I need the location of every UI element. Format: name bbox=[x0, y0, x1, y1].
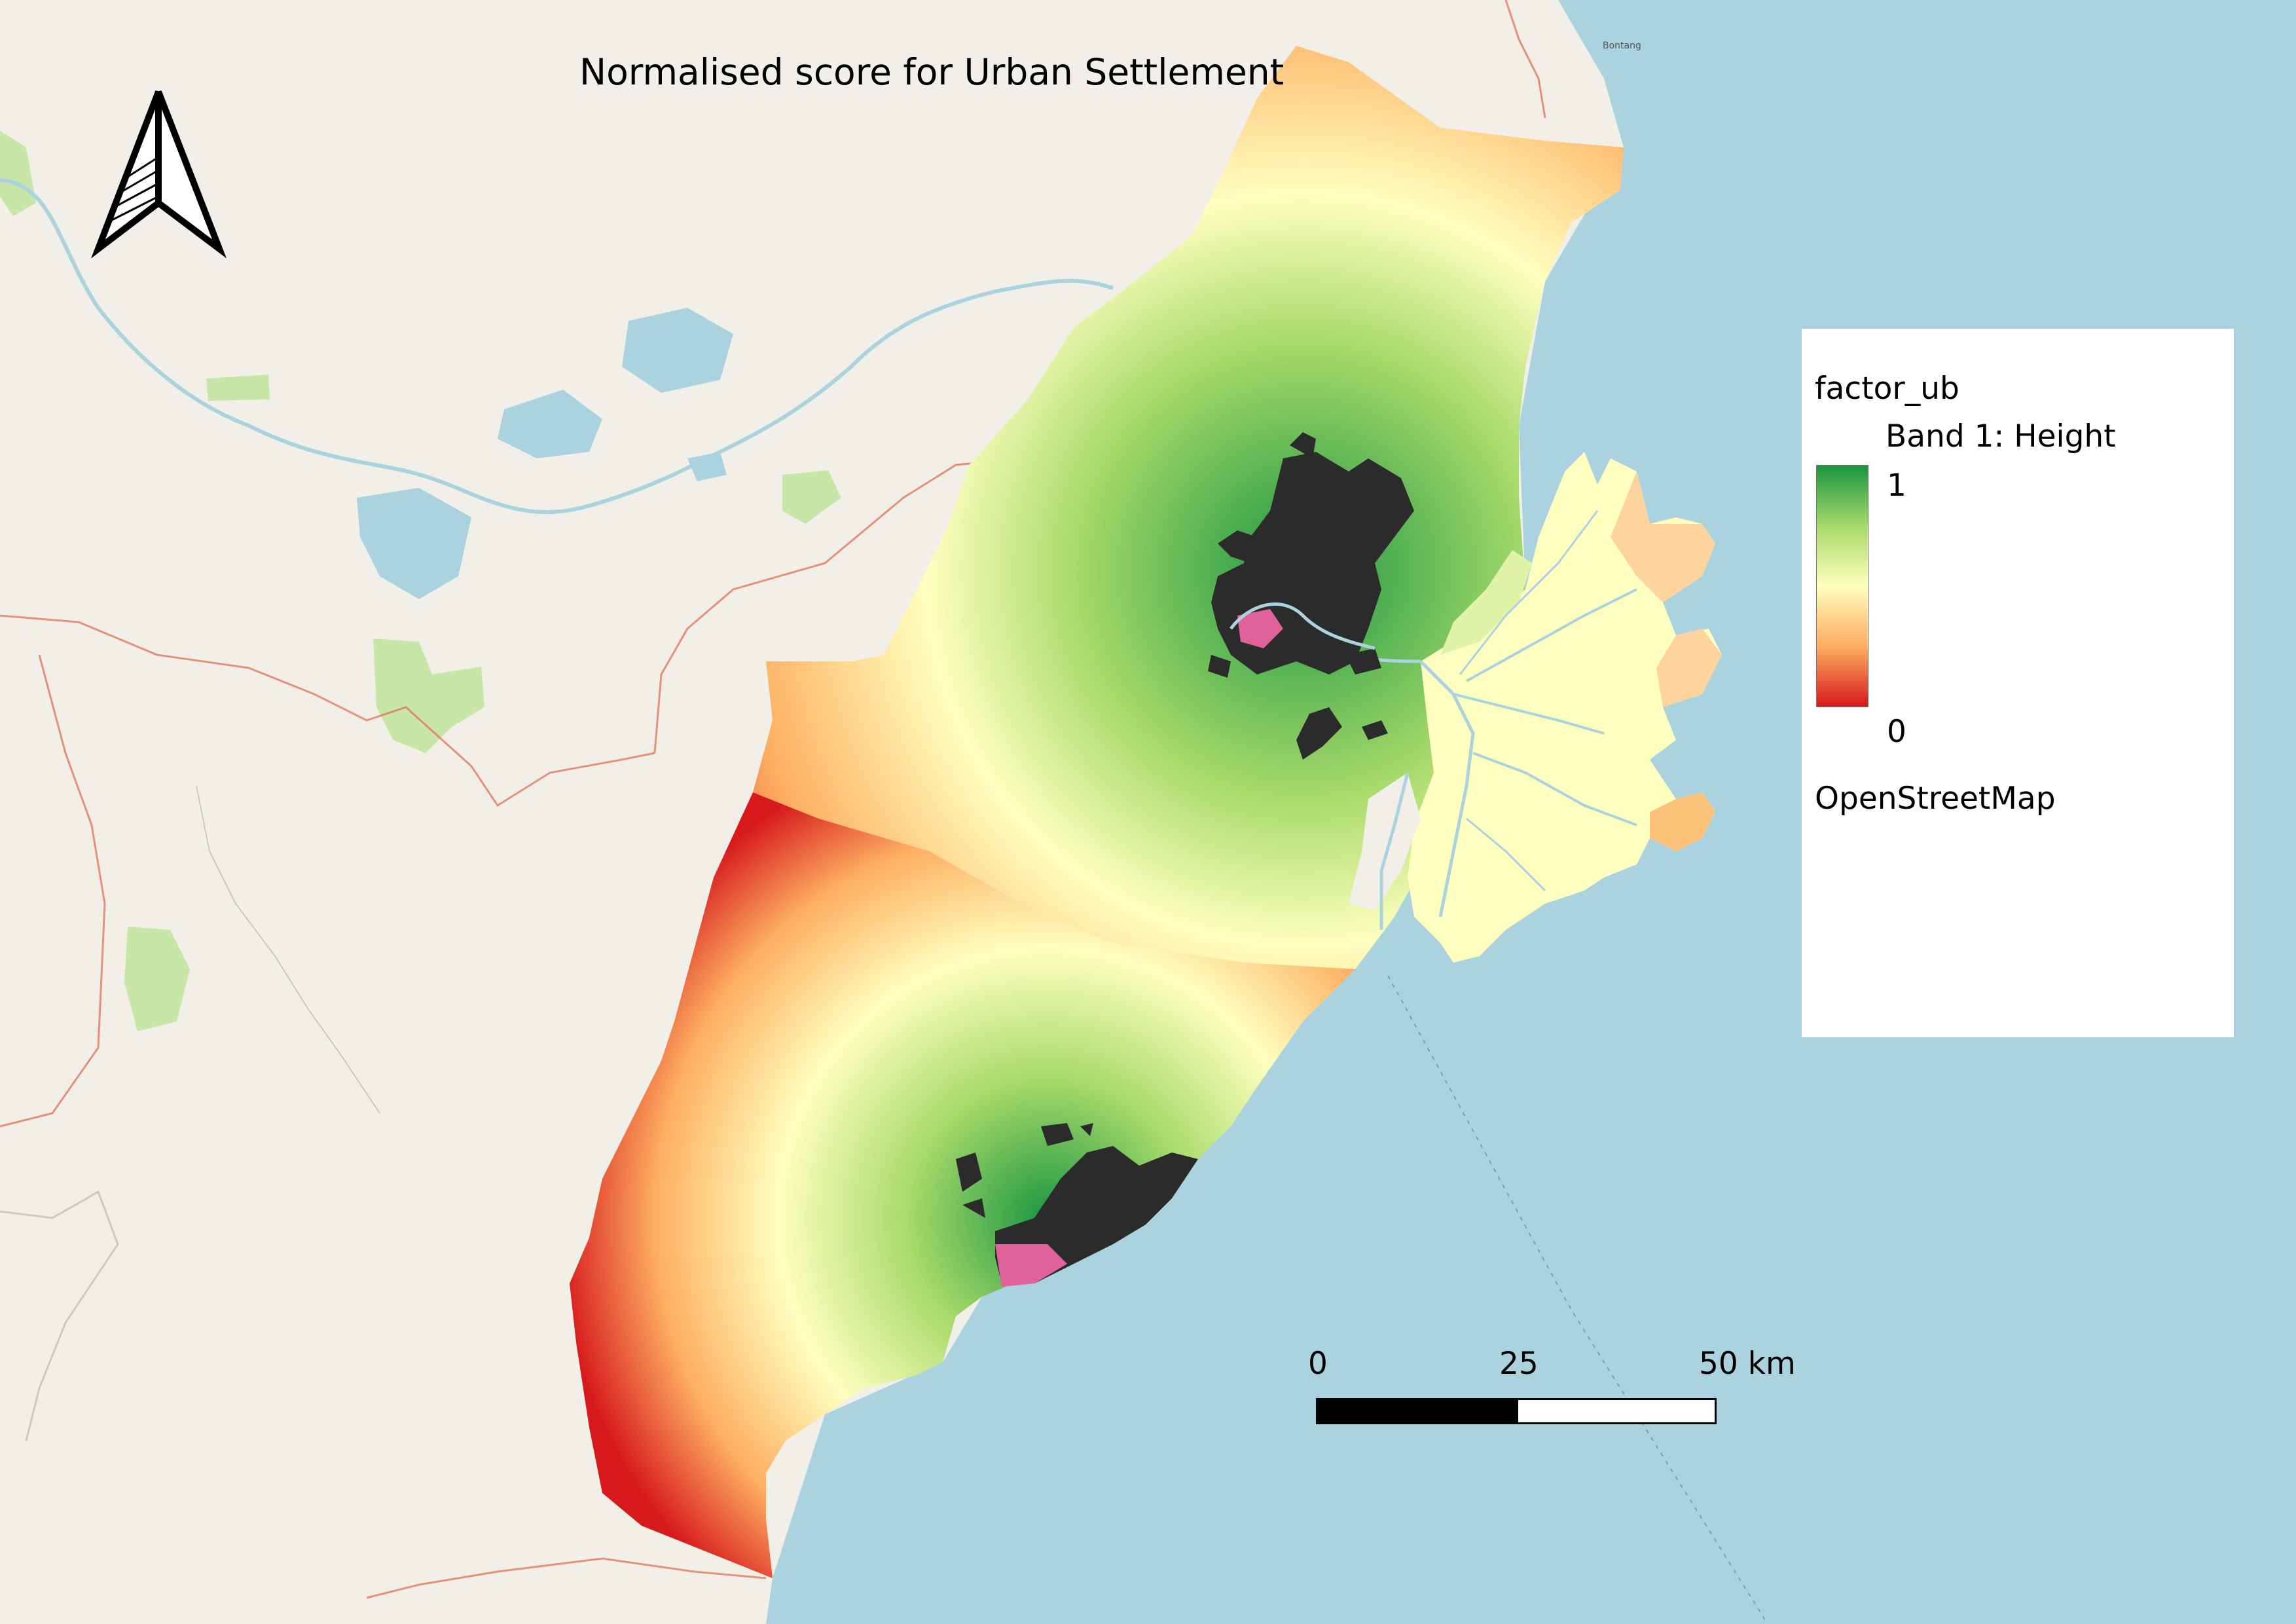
scale-bar bbox=[1316, 1398, 1717, 1424]
scale-bar-segment bbox=[1318, 1400, 1516, 1422]
legend-ramp-max: 1 bbox=[1887, 468, 1906, 504]
place-label: Bontang bbox=[1603, 41, 1641, 51]
legend-basemap-name: OpenStreetMap bbox=[1815, 781, 2056, 817]
shipping-route bbox=[1387, 975, 1768, 1624]
river bbox=[0, 178, 1114, 515]
admin-boundary bbox=[1504, 0, 1546, 119]
admin-boundary bbox=[0, 654, 106, 1128]
road bbox=[196, 785, 380, 1114]
lake bbox=[357, 488, 471, 599]
park-area bbox=[782, 470, 841, 524]
park-area bbox=[373, 638, 484, 753]
park-area bbox=[0, 131, 36, 216]
scale-label-mid: 25 bbox=[1499, 1346, 1539, 1382]
estuary bbox=[1379, 772, 1410, 930]
river bbox=[1230, 602, 1376, 650]
park-area bbox=[124, 927, 190, 1031]
scale-label-zero: 0 bbox=[1308, 1346, 1328, 1382]
north-arrow-icon bbox=[88, 85, 229, 262]
lake bbox=[687, 452, 727, 481]
legend-band-label: Band 1: Height bbox=[1886, 418, 2116, 454]
estuary bbox=[1349, 773, 1421, 910]
delta-area bbox=[1408, 452, 1722, 963]
lake bbox=[498, 390, 602, 458]
map-title: Normalised score for Urban Settlement bbox=[579, 51, 1285, 93]
legend-layer-name: factor_ub bbox=[1815, 371, 1959, 407]
legend-color-ramp bbox=[1816, 465, 1868, 707]
lake bbox=[622, 308, 733, 393]
legend-ramp-min: 0 bbox=[1887, 714, 1906, 750]
urban-core-south bbox=[995, 1244, 1067, 1287]
admin-boundary bbox=[653, 457, 1022, 754]
urban-core-north bbox=[1237, 609, 1283, 648]
scale-label-end: 50 km bbox=[1699, 1346, 1796, 1382]
admin-boundary bbox=[366, 1557, 767, 1599]
scale-bar-divider bbox=[1516, 1400, 1518, 1422]
admin-boundary bbox=[0, 614, 655, 807]
legend: factor_ub Band 1: Height 1 0 OpenStreetM… bbox=[1802, 329, 2234, 1037]
park-area bbox=[206, 375, 270, 401]
road bbox=[0, 1190, 119, 1441]
